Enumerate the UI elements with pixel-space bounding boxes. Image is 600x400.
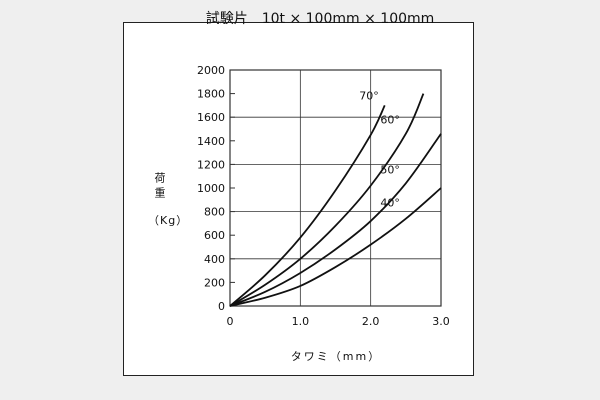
y-tick-label: 1400 [197, 135, 225, 148]
series-line [229, 187, 442, 307]
y-tick-label: 2000 [197, 64, 225, 77]
y-axis-title: 荷重 [153, 172, 166, 202]
y-tick-label: 200 [204, 276, 225, 289]
y-tick-label: 1000 [197, 182, 225, 195]
x-tick-label: 0 [227, 315, 234, 328]
y-tick-label: 1800 [197, 88, 225, 101]
series-label: 50° [380, 163, 400, 176]
series-label: 40° [380, 197, 400, 210]
y-axis-label: 荷重 （Kg） [148, 172, 189, 230]
series-label: 60° [380, 114, 400, 127]
chart-frame [123, 22, 474, 376]
y-tick-label: 1200 [197, 158, 225, 171]
y-axis-unit: （Kg） [148, 214, 189, 227]
series-line [229, 133, 442, 307]
y-tick-label: 0 [218, 300, 225, 313]
series-line [229, 93, 425, 307]
x-tick-label: 3.0 [432, 315, 450, 328]
x-tick-label: 1.0 [292, 315, 310, 328]
y-tick-label: 800 [204, 206, 225, 219]
y-tick-label: 600 [204, 229, 225, 242]
series-line [229, 105, 386, 307]
series-label: 70° [359, 89, 379, 102]
y-tick-label: 1600 [197, 111, 225, 124]
chart-title: 試験片 10t × 100mm × 100mm [205, 11, 435, 27]
x-tick-label: 2.0 [362, 315, 380, 328]
y-tick-label: 400 [204, 253, 225, 266]
plot-border [229, 69, 442, 307]
x-axis-label: タワミ（mm） [290, 350, 382, 363]
